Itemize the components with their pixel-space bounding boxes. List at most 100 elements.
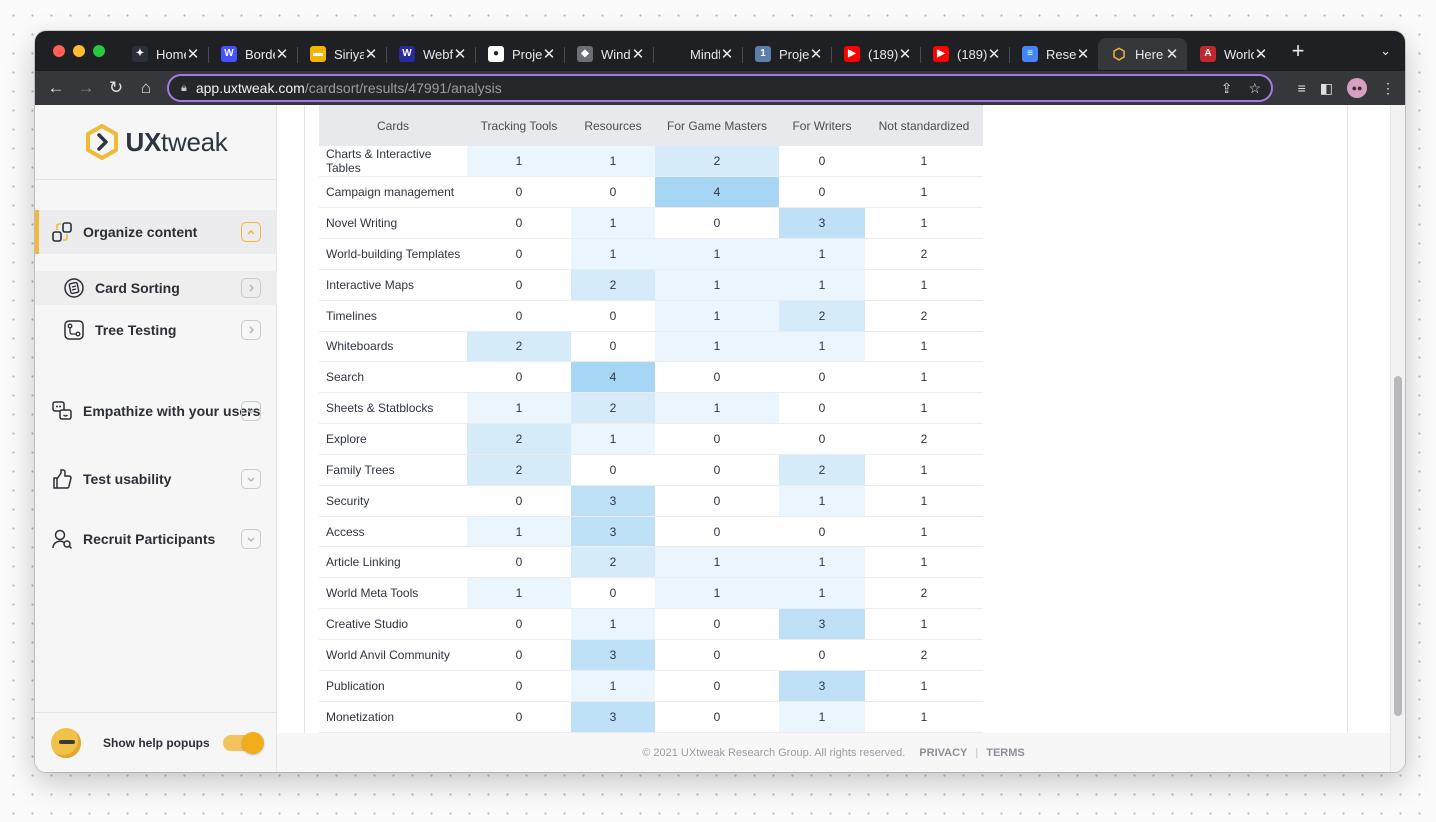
privacy-link[interactable]: PRIVACY: [919, 746, 968, 759]
browser-tab[interactable]: ▶ (189) ✕: [831, 38, 920, 70]
header-cards[interactable]: Cards: [319, 105, 467, 146]
uxtweak-logo[interactable]: UXtweak: [35, 105, 276, 180]
table-row: Campaign management 0 0 4 0 1: [319, 176, 983, 209]
table-row: Family Trees 2 0 0 2 1: [319, 454, 983, 486]
browser-tab[interactable]: Mindf ✕: [653, 38, 742, 70]
sidebar-section-test-usability[interactable]: Test usability: [35, 457, 277, 501]
count-cell-for-writers: 1: [779, 269, 865, 301]
tab-close-icon[interactable]: ✕: [898, 46, 912, 63]
count-cell-tracking-tools: 0: [467, 670, 571, 702]
profile-avatar[interactable]: ●●: [1347, 78, 1367, 98]
table-row: Article Linking 0 2 1 1 1: [319, 546, 983, 579]
sidebar-item-card-sorting[interactable]: Card Sorting: [35, 271, 277, 305]
home-icon[interactable]: ⌂: [140, 78, 152, 97]
tab-title: Resea: [1046, 46, 1076, 62]
tab-close-icon[interactable]: ✕: [364, 46, 378, 63]
tab-close-icon[interactable]: ✕: [809, 46, 823, 63]
browser-tab[interactable]: ✦ Home✕: [119, 38, 208, 70]
browser-tab[interactable]: W Webf ✕: [386, 38, 475, 70]
tab-close-icon[interactable]: ✕: [987, 46, 1001, 63]
count-cell-not-standardized: 2: [865, 300, 983, 332]
webflow-w-icon: W: [221, 46, 237, 62]
chevron-up-icon[interactable]: [241, 222, 261, 242]
count-cell-resources: 1: [571, 146, 655, 178]
chevron-down-icon[interactable]: [241, 469, 261, 489]
slides-icon: ▬: [310, 46, 326, 62]
count-cell-for-writers: 1: [779, 485, 865, 517]
bookmark-star-icon[interactable]: ☆: [1248, 79, 1261, 96]
browser-tab[interactable]: A Worlc ✕: [1187, 38, 1276, 70]
count-cell-not-standardized: 1: [865, 546, 983, 579]
card-name-cell: World Meta Tools: [319, 577, 467, 610]
kebab-menu-icon[interactable]: ⋮: [1381, 79, 1395, 96]
header-not-standardized[interactable]: Not standardized: [865, 105, 983, 146]
browser-tab[interactable]: ≡ Resea✕: [1009, 38, 1098, 70]
tab-title: Home: [156, 46, 186, 62]
card-name-cell: Creative Studio: [319, 608, 467, 640]
minimize-window-button[interactable]: [73, 44, 85, 57]
browser-tab[interactable]: 1 Proje ✕: [742, 38, 831, 70]
browser-tab[interactable]: ▬ Siriya ✕: [297, 38, 386, 70]
table-row: Security 0 3 0 1 1: [319, 485, 983, 517]
chevron-down-icon[interactable]: [241, 401, 261, 421]
count-cell-not-standardized: 1: [865, 670, 983, 702]
close-window-button[interactable]: [53, 44, 65, 57]
tab-close-icon[interactable]: ✕: [631, 46, 645, 63]
count-cell-not-standardized: 1: [865, 207, 983, 240]
count-cell-not-standardized: 2: [865, 238, 983, 270]
reading-list-icon[interactable]: ≡: [1297, 80, 1306, 96]
side-panel-icon[interactable]: ◧: [1319, 79, 1333, 96]
chevron-down-icon[interactable]: [241, 529, 261, 549]
table-row: Novel Writing 0 1 0 3 1: [319, 207, 983, 240]
footer-separator: |: [975, 746, 979, 759]
header-tracking-tools[interactable]: Tracking Tools: [467, 105, 571, 146]
header-for-game-masters[interactable]: For Game Masters: [655, 105, 779, 146]
count-cell-tracking-tools: 2: [467, 331, 571, 363]
count-cell-tracking-tools: 0: [467, 701, 571, 733]
count-cell-for-game-masters: 0: [655, 361, 779, 394]
browser-tab[interactable]: ⬡ Here ✕: [1098, 38, 1187, 70]
tab-close-icon[interactable]: ✕: [720, 46, 734, 63]
help-popups-toggle[interactable]: [223, 731, 264, 754]
count-cell-not-standardized: 1: [865, 176, 983, 209]
count-cell-for-game-masters: 0: [655, 670, 779, 702]
scrollbar-thumb[interactable]: [1394, 376, 1402, 716]
share-icon[interactable]: ⇪: [1220, 79, 1233, 96]
section-label: Empathize with your users: [83, 403, 261, 419]
card-name-cell: Publication: [319, 670, 467, 702]
forward-arrow-icon[interactable]: →: [77, 78, 95, 97]
back-arrow-icon[interactable]: ←: [47, 78, 65, 97]
sidebar-item-tree-testing[interactable]: Tree Testing: [35, 313, 277, 347]
browser-tab[interactable]: W Borde✕: [208, 38, 297, 70]
worldanvil-icon: A: [1200, 46, 1216, 62]
browser-tab[interactable]: ▶ (189) ✕: [920, 38, 1009, 70]
header-for-writers[interactable]: For Writers: [779, 105, 865, 146]
tab-search-chevron-icon[interactable]: ⌄: [1380, 43, 1391, 58]
address-bar[interactable]: 🔒︎ app.uxtweak.com/cardsort/results/4799…: [167, 74, 1273, 102]
sidebar-section-organize-content[interactable]: Organize content: [35, 210, 277, 254]
chevron-right-icon[interactable]: [241, 278, 261, 298]
card-name-cell: Charts & Interactive Tables: [319, 146, 467, 178]
new-tab-button[interactable]: +: [1291, 38, 1305, 63]
bee-mascot-icon: [51, 727, 81, 758]
count-cell-tracking-tools: 0: [467, 361, 571, 394]
browser-tab[interactable]: ● Proje ✕: [475, 38, 564, 70]
sidebar-section-empathize[interactable]: Empathize with your users: [35, 389, 277, 433]
count-cell-resources: 3: [571, 701, 655, 733]
tab-close-icon[interactable]: ✕: [1165, 46, 1179, 63]
tab-close-icon[interactable]: ✕: [542, 46, 556, 63]
reload-icon[interactable]: ↻: [108, 78, 124, 97]
tab-close-icon[interactable]: ✕: [186, 46, 200, 63]
zoom-window-button[interactable]: [93, 44, 105, 57]
sidebar-section-recruit-participants[interactable]: Recruit Participants: [35, 517, 277, 561]
tab-close-icon[interactable]: ✕: [1254, 46, 1268, 63]
chevron-right-icon[interactable]: [241, 320, 261, 340]
header-resources[interactable]: Resources: [571, 105, 655, 146]
page-scrollbar[interactable]: [1390, 105, 1405, 772]
browser-tab[interactable]: ◆ Wind ✕: [564, 38, 653, 70]
tab-close-icon[interactable]: ✕: [453, 46, 467, 63]
cube-icon: ◆: [577, 46, 593, 62]
terms-link[interactable]: TERMS: [986, 746, 1025, 759]
tab-close-icon[interactable]: ✕: [275, 46, 289, 63]
tab-close-icon[interactable]: ✕: [1076, 46, 1090, 63]
